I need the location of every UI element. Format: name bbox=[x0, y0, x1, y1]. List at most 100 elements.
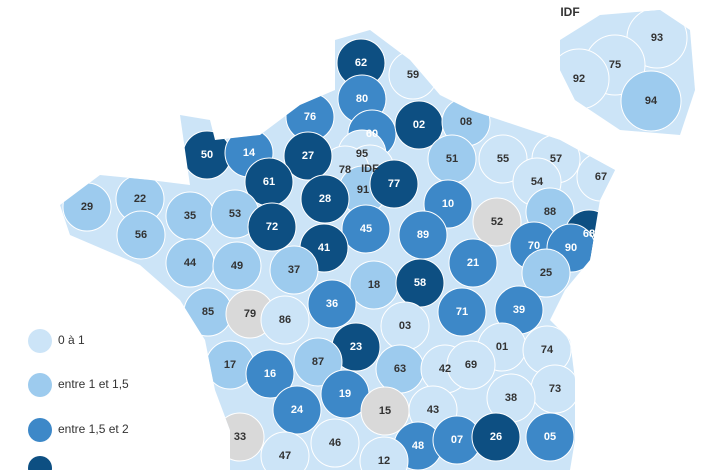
department bbox=[310, 418, 360, 468]
department-label: 17 bbox=[224, 359, 236, 371]
department bbox=[446, 340, 496, 390]
department-label: 80 bbox=[356, 93, 368, 105]
department bbox=[472, 197, 522, 247]
department-label: 36 bbox=[326, 298, 338, 310]
department-label: 38 bbox=[505, 392, 517, 404]
department bbox=[448, 238, 498, 288]
department-label: 33 bbox=[234, 431, 246, 443]
department-label: 56 bbox=[135, 229, 147, 241]
department-label: 03 bbox=[399, 320, 411, 332]
department-label: 70 bbox=[528, 240, 540, 252]
department bbox=[245, 349, 295, 399]
department bbox=[307, 279, 357, 329]
department bbox=[620, 70, 682, 132]
department-label: 16 bbox=[264, 368, 276, 380]
department-label: 57 bbox=[550, 153, 562, 165]
department bbox=[437, 287, 487, 337]
department-label: 91 bbox=[357, 184, 369, 196]
department-label: 55 bbox=[497, 153, 509, 165]
department-label: 95 bbox=[356, 148, 368, 160]
department-label: 23 bbox=[350, 341, 362, 353]
department bbox=[212, 241, 262, 291]
department-label: 21 bbox=[467, 257, 479, 269]
legend-label: 0 à 1 bbox=[58, 333, 85, 347]
inset-title: IDF bbox=[560, 5, 579, 19]
department bbox=[359, 436, 409, 470]
department-label: 67 bbox=[595, 171, 607, 183]
department-label: 02 bbox=[413, 119, 425, 131]
department-label: 79 bbox=[244, 308, 256, 320]
department-label: 45 bbox=[360, 223, 372, 235]
department-label: 93 bbox=[651, 32, 663, 44]
department bbox=[272, 385, 322, 435]
department-label: 42 bbox=[439, 363, 451, 375]
idf-inset bbox=[560, 10, 695, 135]
department-label: 59 bbox=[407, 69, 419, 81]
department-label: 50 bbox=[201, 149, 213, 161]
department-label: 60 bbox=[366, 128, 378, 140]
department-label: 51 bbox=[446, 153, 458, 165]
department-label: 24 bbox=[291, 404, 304, 416]
department-label: 76 bbox=[304, 111, 316, 123]
department-label: 87 bbox=[312, 356, 324, 368]
department bbox=[471, 412, 521, 462]
department bbox=[300, 174, 350, 224]
department-label: 22 bbox=[134, 193, 146, 205]
department-label: 68 bbox=[583, 228, 595, 240]
department-label: 78 bbox=[339, 164, 351, 176]
department-label: 52 bbox=[491, 216, 503, 228]
department-label: 90 bbox=[565, 242, 577, 254]
department bbox=[283, 131, 333, 181]
department-label: IDF bbox=[361, 163, 379, 175]
department-label: 19 bbox=[339, 388, 351, 400]
department-label: 12 bbox=[378, 455, 390, 467]
department-label: 26 bbox=[490, 431, 502, 443]
department-label: 46 bbox=[329, 437, 341, 449]
legend-swatch bbox=[28, 418, 52, 442]
department bbox=[116, 210, 166, 260]
department-label: 77 bbox=[388, 178, 400, 190]
department bbox=[269, 245, 319, 295]
legend-swatch bbox=[28, 456, 52, 470]
department-label: 44 bbox=[184, 257, 197, 269]
department-label: 63 bbox=[394, 363, 406, 375]
department bbox=[247, 202, 297, 252]
department-label: 07 bbox=[451, 434, 463, 446]
department-label: 73 bbox=[549, 383, 561, 395]
department-label: 14 bbox=[243, 147, 256, 159]
department bbox=[525, 412, 575, 462]
department-label: 72 bbox=[266, 221, 278, 233]
department bbox=[260, 431, 310, 470]
department-label: 88 bbox=[544, 206, 556, 218]
legend-swatch bbox=[28, 329, 52, 353]
department-label: 74 bbox=[541, 344, 554, 356]
department-label: 47 bbox=[279, 450, 291, 462]
department-label: 71 bbox=[456, 306, 468, 318]
department-label: 75 bbox=[609, 59, 621, 71]
legend-label: entre 1 et 1,5 bbox=[58, 377, 129, 391]
department-label: 53 bbox=[229, 208, 241, 220]
department-label: 10 bbox=[442, 198, 454, 210]
department-label: 69 bbox=[465, 359, 477, 371]
department bbox=[260, 295, 310, 345]
department-label: 29 bbox=[81, 201, 93, 213]
department-label: 35 bbox=[184, 210, 196, 222]
department-label: 94 bbox=[645, 95, 658, 107]
department-label: 85 bbox=[202, 306, 214, 318]
department-label: 18 bbox=[368, 279, 380, 291]
department-label: 15 bbox=[379, 405, 391, 417]
department-label: 08 bbox=[460, 116, 472, 128]
department bbox=[478, 134, 528, 184]
labels: 62 59 80 76 60 02 08 95 IDF 78 91 77 51 55 57 67 54 50 14 2… bbox=[81, 32, 663, 467]
legend-swatch bbox=[28, 373, 52, 397]
department-label: 48 bbox=[412, 440, 424, 452]
department-label: 39 bbox=[513, 304, 525, 316]
department bbox=[293, 337, 343, 387]
department-label: 62 bbox=[355, 57, 367, 69]
department-label: 61 bbox=[263, 176, 275, 188]
department-label: 86 bbox=[279, 314, 291, 326]
department-label: 54 bbox=[531, 176, 544, 188]
department-label: 27 bbox=[302, 150, 314, 162]
department-label: 28 bbox=[319, 193, 331, 205]
